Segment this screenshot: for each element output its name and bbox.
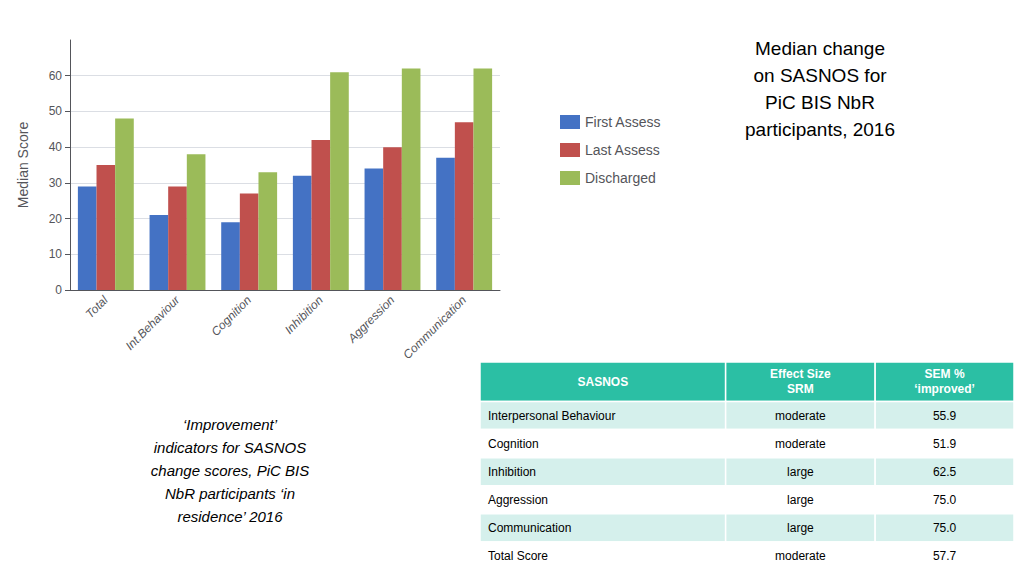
svg-text:change scores, PiC BIS: change scores, PiC BIS xyxy=(151,462,309,479)
svg-text:62.5: 62.5 xyxy=(933,465,957,479)
svg-text:Cognition: Cognition xyxy=(208,293,254,339)
svg-text:Interpersonal Behaviour: Interpersonal Behaviour xyxy=(488,409,615,423)
svg-text:40: 40 xyxy=(49,140,63,154)
svg-text:60: 60 xyxy=(49,69,63,83)
svg-text:Total Score: Total Score xyxy=(488,549,548,563)
svg-text:0: 0 xyxy=(55,283,62,297)
svg-text:NbR participants ‘in: NbR participants ‘in xyxy=(165,485,295,502)
svg-text:20: 20 xyxy=(49,212,63,226)
svg-text:Total: Total xyxy=(83,293,111,321)
svg-text:PiC BIS NbR: PiC BIS NbR xyxy=(765,92,875,113)
svg-text:Communication: Communication xyxy=(400,293,469,362)
svg-text:Median change: Median change xyxy=(755,38,885,59)
svg-text:Inhibition: Inhibition xyxy=(488,465,536,479)
svg-text:10: 10 xyxy=(49,247,63,261)
svg-text:residence’ 2016: residence’ 2016 xyxy=(177,508,283,525)
svg-text:‘Improvement’: ‘Improvement’ xyxy=(183,416,278,433)
svg-text:Inhibition: Inhibition xyxy=(282,293,326,337)
svg-text:Aggression: Aggression xyxy=(344,293,397,346)
svg-text:large: large xyxy=(787,493,814,507)
svg-text:55.9: 55.9 xyxy=(933,409,957,423)
svg-text:moderate: moderate xyxy=(775,437,826,451)
svg-text:SRM: SRM xyxy=(787,382,814,396)
svg-text:Communication: Communication xyxy=(488,521,571,535)
svg-text:Last Assess: Last Assess xyxy=(585,142,660,158)
svg-text:Median Score: Median Score xyxy=(15,122,31,209)
svg-text:Int.Behaviour: Int.Behaviour xyxy=(123,292,184,353)
svg-text:indicators for SASNOS: indicators for SASNOS xyxy=(154,439,307,456)
svg-text:57.7: 57.7 xyxy=(933,549,957,563)
svg-text:moderate: moderate xyxy=(775,549,826,563)
svg-text:Discharged: Discharged xyxy=(585,170,656,186)
svg-text:30: 30 xyxy=(49,176,63,190)
svg-text:Cognition: Cognition xyxy=(488,437,539,451)
svg-text:on SASNOS for: on SASNOS for xyxy=(753,65,887,86)
svg-text:Aggression: Aggression xyxy=(488,493,548,507)
svg-text:First Assess: First Assess xyxy=(585,114,660,130)
svg-text:participants, 2016: participants, 2016 xyxy=(745,119,895,140)
svg-text:Effect Size: Effect Size xyxy=(770,367,831,381)
svg-text:75.0: 75.0 xyxy=(933,521,957,535)
svg-text:moderate: moderate xyxy=(775,409,826,423)
svg-text:SEM %: SEM % xyxy=(925,367,965,381)
svg-text:75.0: 75.0 xyxy=(933,493,957,507)
svg-text:large: large xyxy=(787,521,814,535)
svg-text:SASNOS: SASNOS xyxy=(577,375,628,389)
svg-text:51.9: 51.9 xyxy=(933,437,957,451)
svg-text:50: 50 xyxy=(49,104,63,118)
svg-text:‘improved’: ‘improved’ xyxy=(914,382,975,396)
svg-text:large: large xyxy=(787,465,814,479)
